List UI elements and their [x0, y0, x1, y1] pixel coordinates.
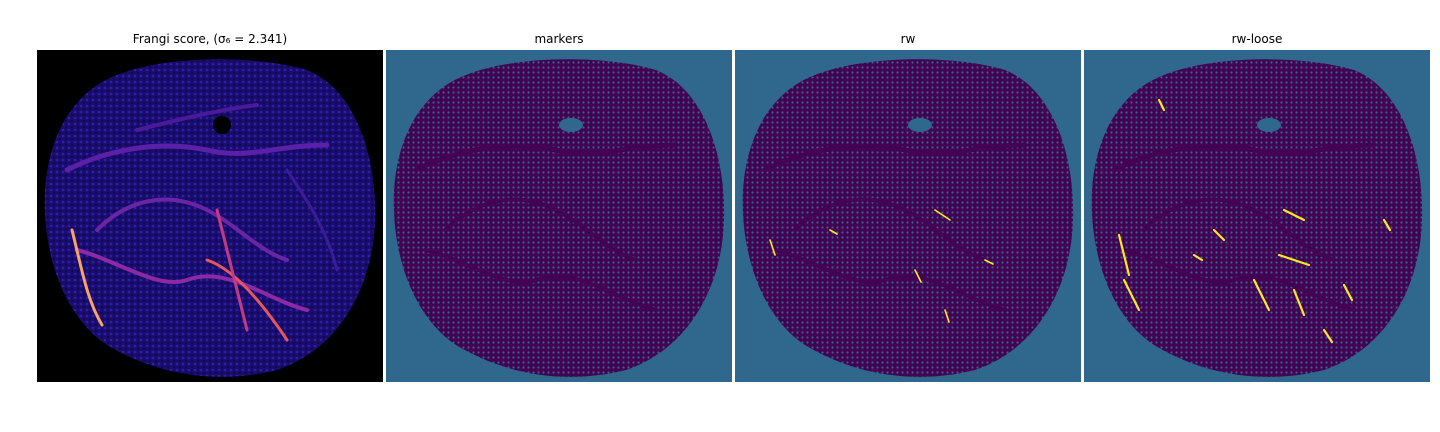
panel-title-frangi: Frangi score, (σ₆ = 2.341)	[132, 32, 288, 46]
panel-title-rw: rw	[900, 32, 916, 46]
panel-rw	[735, 50, 1081, 382]
panel-rw-loose	[1084, 50, 1430, 382]
panel-title-rw-loose: rw-loose	[1231, 32, 1283, 46]
panel-markers	[386, 50, 732, 382]
markers-image	[386, 50, 732, 382]
rw-loose-image	[1084, 50, 1430, 382]
frangi-image	[37, 50, 383, 382]
panel-frangi-score	[37, 50, 383, 382]
panel-title-markers: markers	[534, 32, 584, 46]
rw-image	[735, 50, 1081, 382]
